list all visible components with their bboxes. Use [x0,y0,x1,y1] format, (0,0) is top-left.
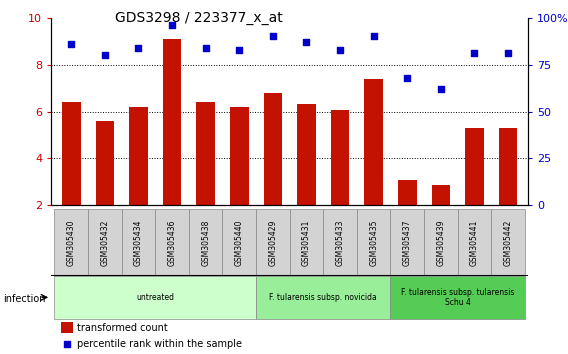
Point [302,39,311,45]
Text: untreated: untreated [136,293,174,302]
Text: GSM305434: GSM305434 [134,219,143,266]
Bar [55,276,256,319]
Bar [95,121,114,205]
Point [62,341,72,347]
Bar [223,209,256,276]
Text: GSM305429: GSM305429 [268,219,277,266]
Bar [424,209,458,276]
Text: GSM305441: GSM305441 [470,219,479,266]
Bar [130,107,148,205]
Bar [458,209,491,276]
Point [470,51,479,56]
Point [168,22,177,28]
Bar [323,209,357,276]
Point [504,51,513,56]
Bar [331,110,349,205]
Bar [88,209,122,276]
Bar [297,104,316,205]
Text: GSM305433: GSM305433 [336,219,345,266]
Point [436,86,445,92]
Text: GSM305438: GSM305438 [201,219,210,266]
Point [66,41,76,47]
Text: infection: infection [3,294,45,304]
Text: GSM305437: GSM305437 [403,219,412,266]
Text: GSM305442: GSM305442 [504,219,512,266]
Bar [122,209,155,276]
Bar [55,209,88,276]
Bar [365,79,383,205]
Bar [230,107,249,205]
Text: GSM305435: GSM305435 [369,219,378,266]
Bar [155,209,189,276]
Bar [256,276,390,319]
Text: GSM305430: GSM305430 [67,219,76,266]
Bar [465,128,484,205]
Bar [390,276,525,319]
Bar [499,128,517,205]
Text: F. tularensis subsp. novicida: F. tularensis subsp. novicida [269,293,377,302]
Bar [256,209,290,276]
Point [201,45,210,51]
Point [369,34,378,39]
Text: GSM305439: GSM305439 [436,219,445,266]
Bar [264,93,282,205]
Bar [491,209,525,276]
Bar [290,209,323,276]
Bar [61,322,73,333]
Bar [357,209,390,276]
Point [268,34,277,39]
Text: GDS3298 / 223377_x_at: GDS3298 / 223377_x_at [115,11,283,25]
Bar [163,39,181,205]
Bar [197,102,215,205]
Bar [398,179,416,205]
Bar [62,102,81,205]
Bar [189,209,223,276]
Text: GSM305436: GSM305436 [168,219,177,266]
Point [134,45,143,51]
Text: transformed count: transformed count [77,323,168,333]
Point [235,47,244,52]
Point [336,47,345,52]
Text: GSM305432: GSM305432 [101,219,110,266]
Text: percentile rank within the sample: percentile rank within the sample [77,339,243,349]
Text: F. tularensis subsp. tularensis
Schu 4: F. tularensis subsp. tularensis Schu 4 [401,288,515,307]
Bar [390,209,424,276]
Point [403,75,412,81]
Bar [432,185,450,205]
Text: GSM305431: GSM305431 [302,219,311,266]
Point [101,52,110,58]
Text: GSM305440: GSM305440 [235,219,244,266]
